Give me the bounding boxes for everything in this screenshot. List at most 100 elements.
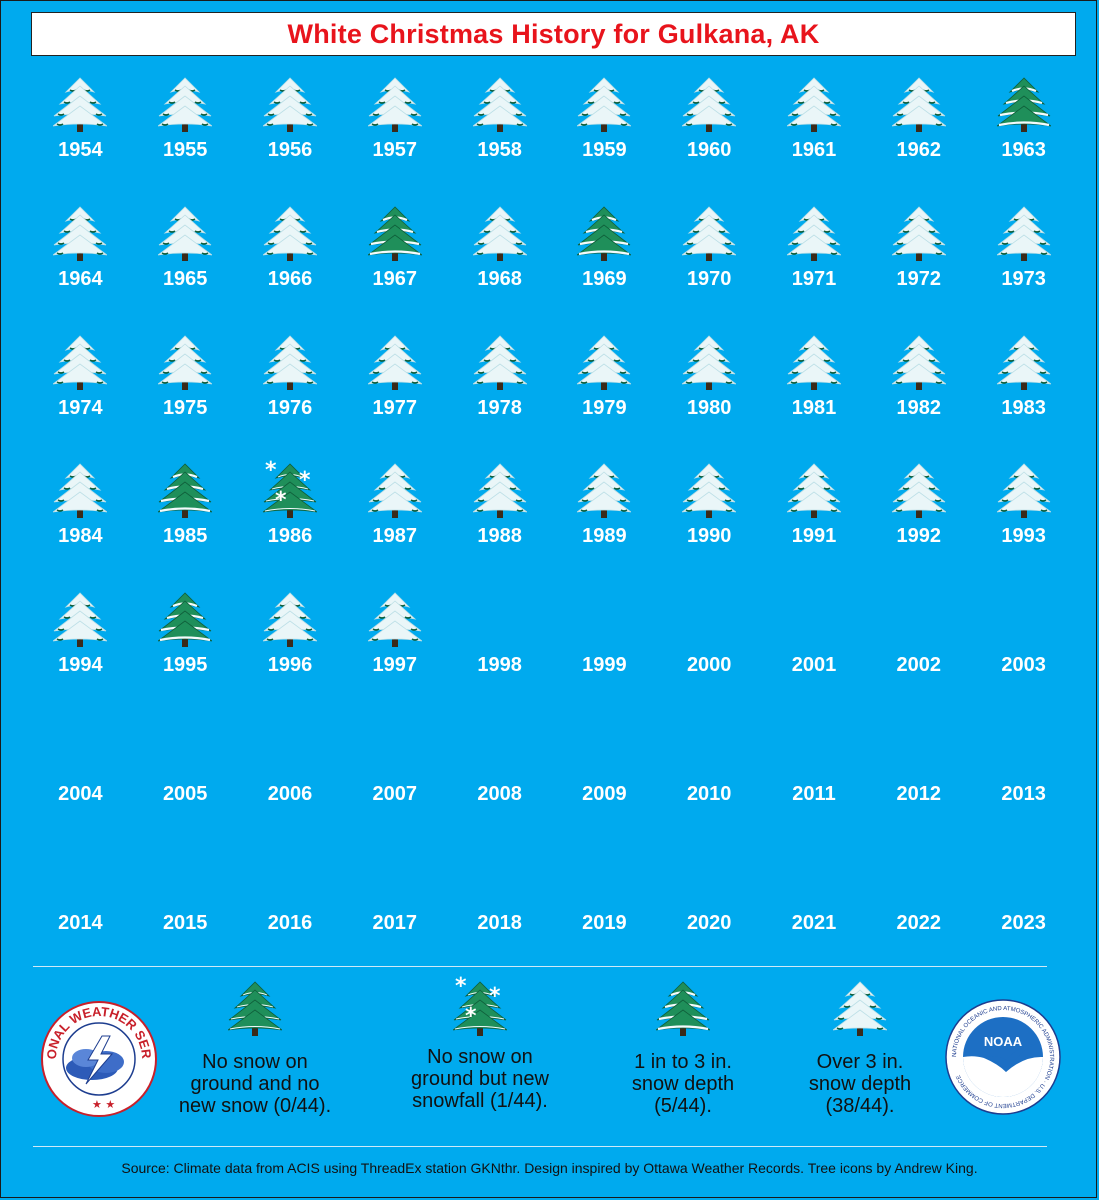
year-cell: 1974 xyxy=(28,328,133,457)
year-label: 1954 xyxy=(58,139,103,161)
year-cell: 2012 xyxy=(866,714,971,843)
year-cell: 2011 xyxy=(762,714,867,843)
year-cell: 1959 xyxy=(552,70,657,199)
year-cell: 1970 xyxy=(657,199,762,328)
snowy-tree-icon xyxy=(679,456,739,520)
year-cell: 2006 xyxy=(238,714,343,843)
year-cell: 1995 xyxy=(133,585,238,714)
year-cell: 1984 xyxy=(28,456,133,585)
snowy-tree-icon xyxy=(260,585,320,649)
year-cell: 2007 xyxy=(342,714,447,843)
year-cell: 2002 xyxy=(866,585,971,714)
year-cell: 1976 xyxy=(238,328,343,457)
snowy-tree-icon xyxy=(679,328,739,392)
year-cell: 1957 xyxy=(342,70,447,199)
year-cell: * * * 1986 xyxy=(238,456,343,585)
snowy-tree-icon xyxy=(155,199,215,263)
empty-icon xyxy=(365,843,425,907)
year-label: 1966 xyxy=(267,267,313,290)
year-label: 1984 xyxy=(58,525,103,548)
year-cell: 1979 xyxy=(552,328,657,457)
empty-icon xyxy=(470,585,530,649)
year-label: 1967 xyxy=(372,267,418,290)
year-label: 2020 xyxy=(686,911,732,934)
snowy-tree-icon xyxy=(832,980,888,1043)
snowy-tree-icon xyxy=(994,328,1054,392)
snowy-tree-icon xyxy=(994,199,1054,263)
year-label: 1989 xyxy=(582,525,627,548)
empty-icon xyxy=(679,714,739,778)
year-cell: 1997 xyxy=(342,585,447,714)
year-label: 1962 xyxy=(896,139,942,161)
snowy-tree-icon xyxy=(470,70,530,134)
snowy-tree-icon xyxy=(679,70,739,134)
legend-label: 1 in to 3 in. snow depth (5/44). xyxy=(631,1051,735,1117)
snowy-tree-icon xyxy=(155,70,215,134)
snowy-tree-icon xyxy=(889,456,949,520)
year-cell: 1981 xyxy=(762,328,867,457)
year-label: 1964 xyxy=(58,267,103,290)
empty-icon xyxy=(365,714,425,778)
year-label: 2016 xyxy=(267,911,313,934)
year-cell: 1962 xyxy=(866,70,971,199)
empty-icon xyxy=(784,843,844,907)
year-cell: 1978 xyxy=(447,328,552,457)
year-label: 1994 xyxy=(58,654,103,677)
year-label: 2018 xyxy=(477,911,522,934)
year-cell: 1991 xyxy=(762,456,867,585)
year-label: 2022 xyxy=(896,911,942,934)
title-box: White Christmas History for Gulkana, AK xyxy=(31,12,1076,56)
year-cell: 1992 xyxy=(866,456,971,585)
year-label: 1988 xyxy=(477,525,522,548)
year-cell: 1955 xyxy=(133,70,238,199)
snowy-tree-icon xyxy=(260,199,320,263)
year-cell: 1961 xyxy=(762,70,867,199)
year-cell: 2014 xyxy=(28,843,133,972)
year-label: 2013 xyxy=(1001,783,1046,805)
light-snow-tree-icon xyxy=(994,70,1054,134)
year-label: 1982 xyxy=(896,396,942,419)
year-cell: 1973 xyxy=(971,199,1076,328)
empty-icon xyxy=(889,843,949,907)
divider-bottom xyxy=(33,1146,1047,1147)
year-label: 2015 xyxy=(162,911,208,934)
year-label: 1983 xyxy=(1001,396,1046,419)
light-snow-tree-icon xyxy=(155,585,215,649)
snowy-tree-icon xyxy=(155,328,215,392)
empty-icon xyxy=(574,585,634,649)
year-label: 2017 xyxy=(372,911,418,934)
year-label: 1979 xyxy=(582,396,627,419)
year-label: 1961 xyxy=(791,139,837,161)
year-cell: 1993 xyxy=(971,456,1076,585)
year-cell: 1966 xyxy=(238,199,343,328)
year-label: 2005 xyxy=(162,783,208,805)
legend-label: Over 3 in. snow depth (38/44). xyxy=(808,1051,912,1117)
year-label: 1987 xyxy=(372,525,418,548)
year-cell: 1972 xyxy=(866,199,971,328)
empty-icon xyxy=(470,714,530,778)
year-label: 2009 xyxy=(582,783,627,805)
light-snow-tree-icon xyxy=(655,980,711,1043)
year-label: 2008 xyxy=(477,783,522,805)
year-cell: 2021 xyxy=(762,843,867,972)
legend-label: No snow on ground but new snowfall (1/44… xyxy=(411,1046,549,1112)
year-label: 2011 xyxy=(792,783,836,805)
empty-icon xyxy=(260,714,320,778)
legend-item: Over 3 in. snow depth (38/44). xyxy=(770,980,950,1117)
empty-icon xyxy=(155,714,215,778)
year-label: 1972 xyxy=(896,267,942,290)
year-cell: 2022 xyxy=(866,843,971,972)
year-label: 2006 xyxy=(267,783,313,805)
snowy-tree-icon xyxy=(784,456,844,520)
year-cell: 2019 xyxy=(552,843,657,972)
year-label: 2002 xyxy=(896,654,942,677)
year-label: 2003 xyxy=(1001,654,1046,677)
year-label: 1960 xyxy=(686,139,732,161)
year-cell: 2004 xyxy=(28,714,133,843)
snowy-tree-icon xyxy=(50,456,110,520)
source-note: Source: Climate data from ACIS using Thr… xyxy=(121,1160,978,1176)
empty-icon xyxy=(50,714,110,778)
year-cell: 2020 xyxy=(657,843,762,972)
empty-icon xyxy=(574,843,634,907)
